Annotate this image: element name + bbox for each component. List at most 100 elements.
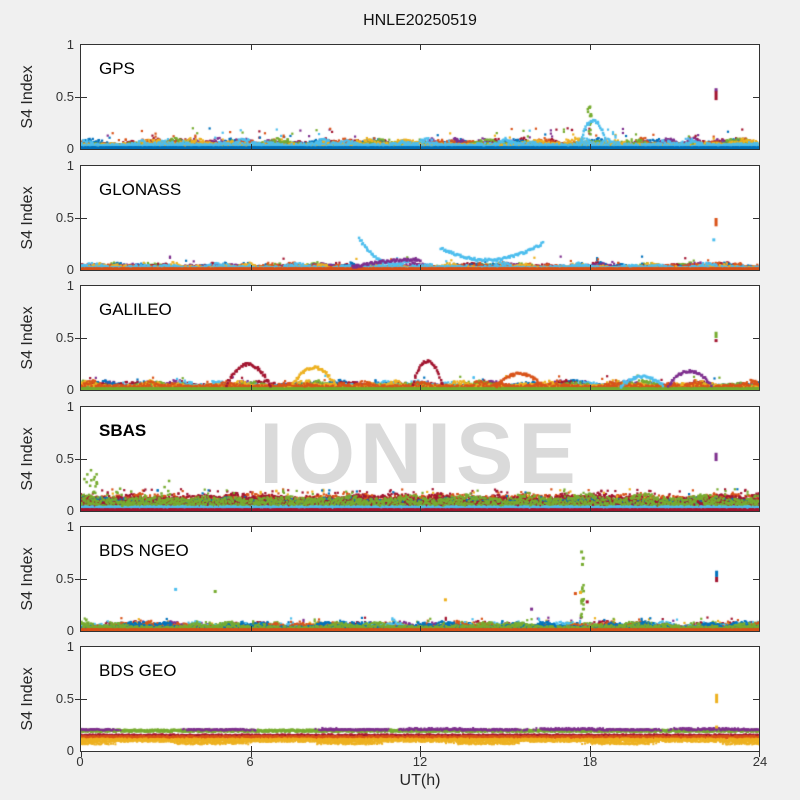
y-tick-label: 0.5 (55, 451, 74, 466)
y-tick-label: 1 (66, 399, 74, 414)
x-tick-mark (589, 385, 591, 390)
x-tick-mark (250, 626, 252, 631)
y-tick-mark (753, 459, 759, 460)
x-tick-mark (589, 746, 591, 751)
y-tick-mark (81, 218, 87, 219)
y-tick-label: 0.5 (55, 210, 74, 225)
x-tick-mark (589, 752, 591, 757)
x-tick-mark (589, 626, 591, 631)
y-tick-label: 0 (66, 743, 74, 758)
x-tick-mark (250, 385, 252, 390)
x-tick-mark (81, 752, 82, 757)
y-tick-label: 0 (66, 503, 74, 518)
x-tick-mark (420, 45, 421, 50)
scatter-canvas-bds-geo (81, 647, 759, 751)
panel-label-sbas: SBAS (99, 421, 147, 440)
x-tick-label: 6 (246, 754, 254, 769)
y-tick-label: 0.5 (55, 691, 74, 706)
x-tick-mark (250, 407, 252, 412)
y-tick-label: 0.5 (55, 571, 74, 586)
scatter-canvas-galileo (81, 286, 759, 390)
x-tick-mark (420, 746, 421, 751)
x-tick-mark (250, 506, 252, 511)
x-tick-mark (420, 286, 421, 291)
x-tick-label: 0 (76, 754, 84, 769)
x-tick-mark (420, 407, 421, 412)
y-tick-mark (75, 338, 80, 339)
y-tick-mark (81, 97, 87, 98)
panel-label-glonass: GLONASS (99, 180, 182, 199)
plot-box-gps: GPS (75, 44, 760, 150)
y-tick-label: 0.5 (55, 330, 74, 345)
y-tick-mark (75, 97, 80, 98)
x-tick-mark (250, 144, 252, 149)
figure-title: HNLE20250519 (363, 12, 477, 29)
x-tick-mark (420, 506, 421, 511)
x-tick-mark (250, 647, 252, 652)
y-tick-mark (753, 338, 759, 339)
y-tick-label: 0 (66, 262, 74, 277)
x-tick-mark (250, 166, 252, 171)
x-tick-mark (420, 385, 421, 390)
y-tick-label: 0.5 (55, 89, 74, 104)
x-tick-mark (250, 45, 252, 50)
panel-label-galileo: GALILEO (99, 300, 172, 319)
y-tick-label: 1 (66, 278, 74, 293)
x-tick-mark (759, 752, 760, 757)
panel-bds-ngeo: S4 Index 0 0.5 1 BDS NGEO (0, 519, 800, 638)
x-tick-mark (420, 527, 421, 532)
x-tick-mark (589, 166, 591, 171)
y-tick-mark (81, 699, 87, 700)
x-tick-label: 18 (582, 754, 598, 769)
x-tick-mark (250, 265, 252, 270)
panel-label-bds-geo: BDS GEO (99, 661, 177, 680)
panel-bds-geo: S4 Index 0 0.5 1 BDS GEO (0, 639, 800, 758)
y-tick-mark (75, 699, 80, 700)
scatter-canvas-gps (81, 45, 759, 149)
y-tick-label: 1 (66, 639, 74, 654)
y-tick-mark (753, 218, 759, 219)
x-tick-mark (589, 527, 591, 532)
y-tick-label: 0 (66, 623, 74, 638)
x-tick-mark (420, 752, 421, 757)
y-tick-label: 0 (66, 382, 74, 397)
x-tick-mark (250, 527, 252, 532)
panel-label-gps: GPS (99, 59, 135, 78)
y-tick-mark (753, 699, 759, 700)
panel-galileo: S4 Index 0 0.5 1 GALILEO (0, 278, 800, 397)
x-tick-mark (250, 746, 252, 751)
x-tick-mark (420, 626, 421, 631)
x-tick-mark (420, 647, 421, 652)
plot-box-glonass: GLONASS (75, 165, 760, 271)
scatter-canvas-glonass (81, 166, 759, 270)
panel-label-bds-ngeo: BDS NGEO (99, 541, 189, 560)
x-tick-mark (420, 144, 421, 149)
x-tick-mark (250, 752, 252, 757)
plot-box-galileo: GALILEO (75, 285, 760, 391)
y-tick-label: 1 (66, 158, 74, 173)
x-tick-label: 12 (412, 754, 428, 769)
x-axis-tick-labels: 0 6 12 18 24 (0, 754, 800, 770)
y-tick-mark (75, 579, 80, 580)
x-tick-mark (589, 506, 591, 511)
x-tick-mark (589, 647, 591, 652)
scatter-canvas-bds-ngeo (81, 527, 759, 631)
scatter-canvas-sbas (81, 407, 759, 511)
x-tick-mark (250, 286, 252, 291)
panel-gps: S4 Index 0 0.5 1 GPS (0, 37, 800, 156)
y-tick-label: 1 (66, 37, 74, 52)
x-tick-label: 24 (752, 754, 768, 769)
y-tick-mark (753, 579, 759, 580)
y-tick-mark (753, 97, 759, 98)
x-tick-mark (589, 45, 591, 50)
y-tick-mark (75, 459, 80, 460)
y-tick-mark (81, 459, 87, 460)
plot-box-bds-ngeo: BDS NGEO (75, 526, 760, 632)
plot-box-bds-geo: BDS GEO (75, 646, 760, 757)
y-tick-label: 0 (66, 141, 74, 156)
x-axis-label: UT(h) (399, 772, 441, 789)
x-tick-mark (420, 265, 421, 270)
plot-box-sbas: IONISESBAS (75, 406, 760, 512)
